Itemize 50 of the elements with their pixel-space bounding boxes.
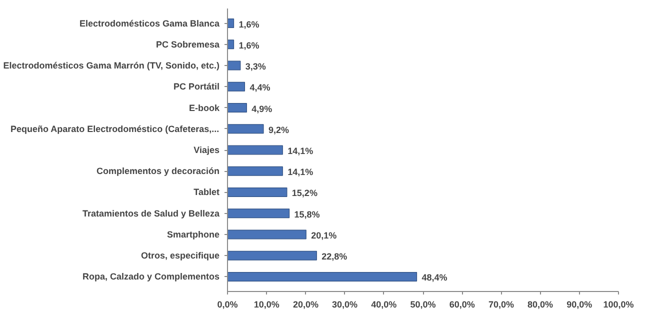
- y-tick-label: Viajes: [194, 145, 220, 155]
- bar: [228, 208, 290, 218]
- bar: [228, 60, 241, 70]
- data-label: 9,2%: [268, 124, 289, 135]
- data-label: 1,6%: [238, 40, 260, 50]
- data-label: 15,2%: [292, 188, 318, 198]
- y-tick-label: Tablet: [194, 187, 220, 198]
- bar: [228, 188, 288, 197]
- x-tick-label: 20,0%: [292, 300, 318, 310]
- bar: [228, 166, 283, 176]
- bar: [228, 103, 247, 112]
- x-tick-label: 30,0%: [332, 300, 358, 310]
- data-label: 20,1%: [311, 230, 337, 240]
- y-tick-label: Electrodomésticos Gama Marrón (TV, Sonido, etc.): [3, 60, 220, 71]
- x-tick-label: 50,0%: [410, 300, 436, 310]
- x-tick-label: 60,0%: [449, 300, 475, 310]
- x-tick-label: 80,0%: [528, 300, 554, 310]
- bar: [228, 230, 306, 240]
- y-tick-label: Tratamientos de Salud y Belleza: [82, 208, 220, 218]
- y-tick-label: E-book: [189, 102, 220, 113]
- data-label: 48,4%: [422, 272, 448, 283]
- data-label: 15,8%: [294, 209, 320, 220]
- y-tick-label: Complementos y decoración: [96, 166, 220, 176]
- data-label: 4,4%: [250, 82, 270, 93]
- x-tick-label: 70,0%: [488, 300, 514, 310]
- y-tick-label: PC Portátil: [173, 82, 220, 92]
- x-tick-label: 100,0%: [603, 300, 634, 310]
- bar: [228, 82, 246, 92]
- bar: [228, 18, 234, 28]
- bar: [228, 40, 234, 50]
- data-label: 22,8%: [322, 252, 348, 262]
- x-tick-label: 10,0%: [254, 300, 280, 310]
- data-label: 1,6%: [238, 19, 260, 30]
- y-tick-label: PC Sobremesa: [156, 39, 220, 50]
- data-label: 3,3%: [245, 62, 266, 72]
- y-tick-label: Pequeño Aparato Electrodoméstico (Cafeteras,...: [10, 124, 220, 134]
- data-label: 4,9%: [252, 104, 272, 114]
- bar: [228, 272, 418, 282]
- data-label: 14,1%: [288, 167, 314, 178]
- x-tick-label: 0,0%: [217, 300, 238, 310]
- bar: [228, 124, 264, 134]
- y-tick-label: Ropa, Calzado y Complementos: [82, 272, 220, 282]
- bar: [228, 250, 317, 260]
- x-tick-label: 40,0%: [371, 300, 397, 310]
- bar: [228, 145, 283, 155]
- y-tick-label: Otros, especifique: [140, 250, 220, 261]
- x-tick-label: 90,0%: [566, 300, 592, 310]
- data-label: 14,1%: [288, 146, 314, 156]
- y-tick-label: Electrodomésticos Gama Blanca: [79, 18, 220, 28]
- y-tick-label: Smartphone: [166, 229, 220, 240]
